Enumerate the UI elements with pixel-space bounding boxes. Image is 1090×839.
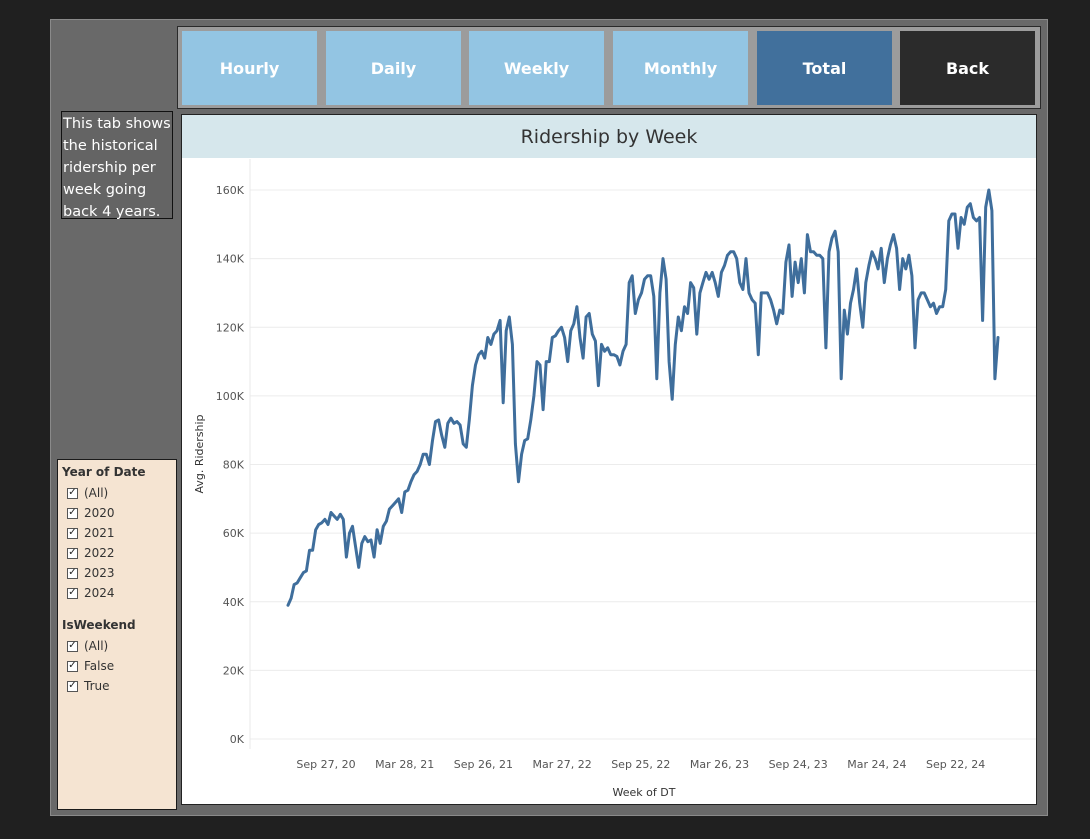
y-tick-label: 0K [230, 733, 245, 746]
weekend-filter-title: IsWeekend [62, 618, 136, 632]
y-tick-label: 60K [223, 527, 245, 540]
x-tick-label: Sep 27, 20 [296, 758, 355, 771]
x-tick-label: Mar 27, 22 [532, 758, 591, 771]
checkbox-icon[interactable]: ✓ [67, 527, 78, 539]
monthly-button[interactable]: Monthly [613, 31, 748, 105]
total-button[interactable]: Total [757, 31, 892, 105]
y-tick-label: 20K [223, 664, 245, 677]
checkbox-icon[interactable]: ✓ [67, 567, 78, 579]
daily-button[interactable]: Daily [326, 31, 461, 105]
checkbox-icon[interactable]: ✓ [67, 547, 78, 559]
hourly-button[interactable]: Hourly [182, 31, 317, 105]
year-filter-2024[interactable]: ✓ 2024 [67, 585, 115, 601]
x-tick-label: Sep 26, 21 [454, 758, 513, 771]
weekend-filter-false[interactable]: ✓ False [67, 658, 114, 674]
filter-option-label: 2020 [84, 506, 115, 520]
filter-option-label: True [84, 679, 110, 693]
x-tick-label: Sep 24, 23 [769, 758, 828, 771]
checkbox-icon[interactable]: ✓ [67, 487, 78, 499]
filter-option-label: (All) [84, 486, 109, 500]
ridership-series-line[interactable] [286, 188, 1000, 607]
filter-option-label: 2023 [84, 566, 115, 580]
x-tick-label: Mar 26, 23 [690, 758, 749, 771]
year-filter-all[interactable]: ✓ (All) [67, 485, 108, 501]
y-axis-label: Avg. Ridership [193, 414, 206, 493]
weekly-button[interactable]: Weekly [469, 31, 604, 105]
chart-title: Ridership by Week [182, 115, 1036, 158]
x-tick-label: Sep 25, 22 [611, 758, 670, 771]
line-chart[interactable]: 0K 20K 40K 60K 80K 100K 120K 140K 160K Sep 27, 2… [182, 115, 1036, 804]
weekend-filter-all[interactable]: ✓ (All) [67, 638, 108, 654]
gridlines [250, 189, 1036, 740]
x-tick-label: Sep 22, 24 [926, 758, 985, 771]
checkbox-icon[interactable]: ✓ [67, 660, 78, 672]
checkbox-icon[interactable]: ✓ [67, 640, 78, 652]
year-filter-2020[interactable]: ✓ 2020 [67, 505, 115, 521]
filter-option-label: (All) [84, 639, 109, 653]
checkbox-icon[interactable]: ✓ [67, 587, 78, 599]
filter-panel: Year of Date ✓ (All) ✓ 2020 ✓ 2021 ✓ 2022 ✓ 2… [57, 459, 177, 810]
year-filter-2023[interactable]: ✓ 2023 [67, 565, 115, 581]
checkbox-icon[interactable]: ✓ [67, 507, 78, 519]
y-tick-label: 40K [223, 596, 245, 609]
y-tick-label: 100K [216, 390, 245, 403]
x-axis-label: Week of DT [613, 786, 676, 799]
description-text: This tab shows the historical ridership … [61, 111, 173, 220]
nav-bar [177, 26, 1041, 109]
x-tick-label: Mar 28, 21 [375, 758, 434, 771]
y-axis-ticks: 0K 20K 40K 60K 80K 100K 120K 140K 160K [216, 184, 245, 746]
y-tick-label: 120K [216, 321, 245, 334]
filter-option-label: False [84, 659, 115, 673]
weekend-filter-true[interactable]: ✓ True [67, 678, 110, 694]
y-tick-label: 160K [216, 184, 245, 197]
y-tick-label: 80K [223, 459, 245, 472]
checkbox-icon[interactable]: ✓ [67, 680, 78, 692]
filter-option-label: 2024 [84, 586, 115, 600]
year-filter-2021[interactable]: ✓ 2021 [67, 525, 115, 541]
filter-option-label: 2022 [84, 546, 115, 560]
x-axis-ticks: Sep 27, 20 Mar 28, 21 Sep 26, 21 Mar 27, 22… [296, 758, 985, 771]
x-tick-label: Mar 24, 24 [847, 758, 906, 771]
y-tick-label: 140K [216, 253, 245, 266]
back-button[interactable]: Back [900, 31, 1035, 105]
year-filter-title: Year of Date [62, 465, 146, 479]
chart-panel: Ridership by Week 0K 20K 40K 60K 80K 100K 120K… [181, 114, 1037, 805]
filter-option-label: 2021 [84, 526, 115, 540]
year-filter-2022[interactable]: ✓ 2022 [67, 545, 115, 561]
